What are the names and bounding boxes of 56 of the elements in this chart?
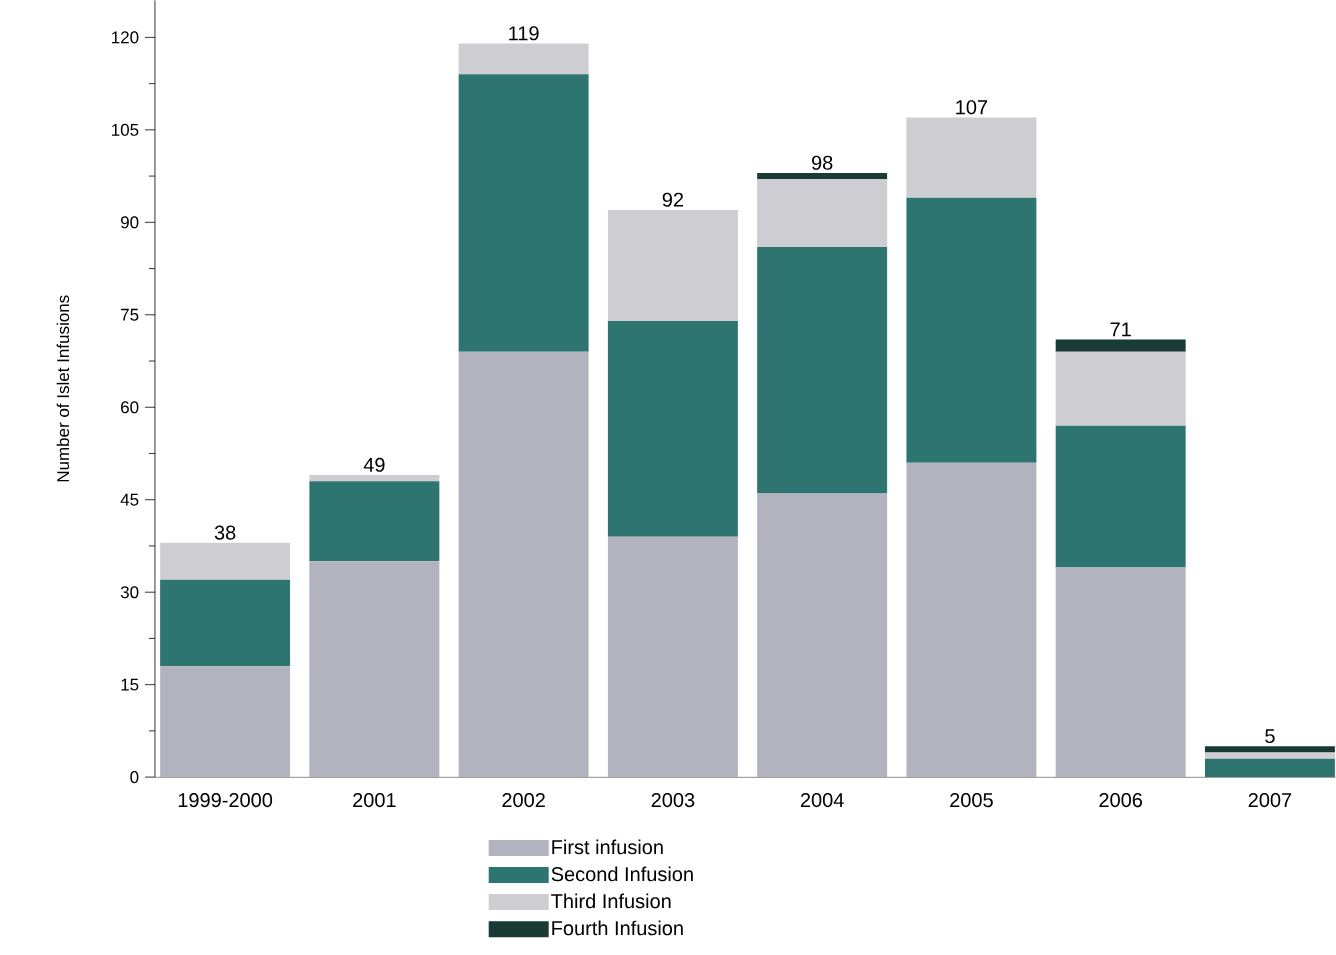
x-tick-label: 2002 (502, 792, 545, 808)
bar (906, 197, 1037, 463)
bar (757, 179, 888, 247)
total-label: 119 (509, 26, 539, 41)
total-label: 38 (214, 525, 236, 540)
y-tick-label: 30 (120, 586, 139, 599)
x-tick-label: 1999-2000 (178, 792, 273, 808)
y-tick-label: 60 (121, 401, 139, 414)
y-axis-title: Number of Islet Infusions (56, 295, 70, 482)
bar (607, 320, 738, 537)
total-label: 107 (956, 100, 988, 115)
y-tick-label: 75 (121, 308, 139, 321)
bar (757, 172, 888, 180)
bar (906, 117, 1037, 198)
bar (757, 493, 888, 778)
total-label: 49 (363, 457, 385, 472)
bar (1055, 339, 1186, 352)
x-tick-label: 2001 (353, 792, 396, 808)
y-tick-label: 105 (112, 123, 139, 136)
legend-label: Second Infusion (551, 866, 693, 882)
bar (458, 74, 589, 352)
total-label: 98 (811, 155, 833, 170)
bar (1204, 746, 1335, 753)
bar (458, 43, 589, 75)
y-tick-label: 15 (121, 678, 139, 691)
y-tick-label: 120 (112, 31, 139, 44)
bar (309, 561, 440, 778)
legend-label: Third Infusion (551, 893, 671, 909)
x-tick-label: 2005 (950, 792, 993, 808)
y-tick-label: 90 (120, 216, 139, 229)
bar (1204, 758, 1335, 778)
total-label: 71 (1110, 322, 1131, 337)
x-tick-label: 2006 (1099, 792, 1143, 808)
bar (1055, 567, 1186, 778)
bar (1204, 752, 1335, 759)
bar (309, 475, 440, 482)
bar (309, 481, 440, 562)
bar (458, 351, 589, 778)
bar (607, 209, 738, 321)
legend-label: First infusion (552, 839, 663, 855)
bar (1055, 425, 1186, 568)
x-tick-label: 2003 (651, 792, 695, 808)
total-label: 5 (1265, 729, 1275, 744)
bar (906, 462, 1037, 778)
bar (160, 666, 291, 778)
bar (757, 246, 888, 494)
bar (160, 579, 291, 667)
total-label: 92 (662, 192, 684, 207)
legend-label: Fourth Infusion (552, 920, 683, 936)
x-tick-label: 2007 (1248, 792, 1292, 808)
bar (1055, 351, 1186, 426)
y-tick-label: 45 (120, 493, 139, 506)
x-tick-label: 2004 (800, 792, 844, 808)
bar (160, 542, 291, 580)
bar (607, 536, 738, 778)
y-tick-label: 0 (130, 771, 139, 784)
